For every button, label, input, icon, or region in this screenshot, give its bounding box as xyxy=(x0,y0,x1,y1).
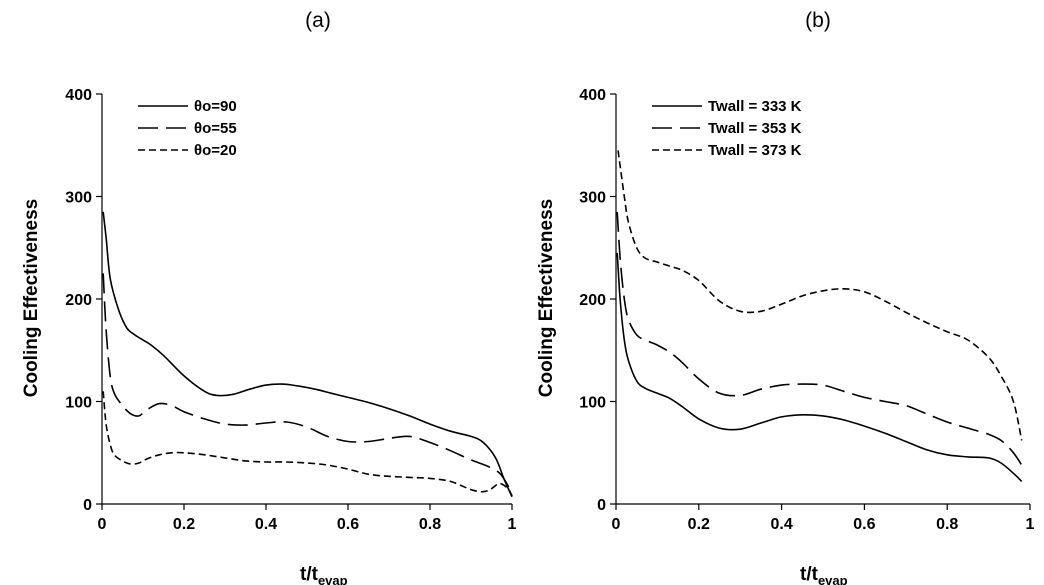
y-tick-label-b: 300 xyxy=(579,190,606,207)
legend-label-b-2: Twall = 353 K xyxy=(708,120,802,137)
legend-label-b-3: Twall = 373 K xyxy=(708,142,802,159)
y-axis-title-b-text: Cooling Effectiveness xyxy=(536,199,557,398)
legend-label-a-2: θo=55 xyxy=(194,120,237,137)
x-tick-label-b: 0.4 xyxy=(770,516,792,533)
chart-panel-a: (a) Cooling Effectiveness t/tevap 0 100 20… xyxy=(21,9,517,585)
legend-label-a-1: θo=90 xyxy=(194,98,237,115)
panel-label-b: (b) xyxy=(805,9,831,32)
panel-label-a: (a) xyxy=(305,9,331,32)
series-line-b-3 xyxy=(617,150,1023,441)
series-line-b-1 xyxy=(616,252,1023,482)
y-tick-label-b: 100 xyxy=(579,395,606,412)
y-tick-label-a: 100 xyxy=(65,395,92,412)
y-tick-label-a: 200 xyxy=(65,292,92,309)
y-tick-label-a: 400 xyxy=(65,87,92,104)
chart-panel-b: (b) Cooling Effectiveness t/tevap 0 100 20… xyxy=(536,9,1035,585)
series-line-b-2 xyxy=(616,211,1023,466)
y-axis-title-a-text: Cooling Effectiveness xyxy=(21,199,42,398)
y-tick-label-a: 300 xyxy=(65,190,92,207)
x-tick-label-b: 0.8 xyxy=(936,516,958,533)
legend-label-a-3: θo=20 xyxy=(194,142,237,159)
legend-label-b-1: Twall = 333 K xyxy=(708,98,802,115)
x-tick-label-b: 0 xyxy=(612,516,621,533)
series-line-a-3 xyxy=(102,391,513,497)
series-line-a-1 xyxy=(102,211,513,498)
x-axis-title-b: t/tevap xyxy=(800,564,848,585)
x-tick-label-a: 0 xyxy=(98,516,107,533)
x-tick-label-a: 0.2 xyxy=(173,516,195,533)
y-tick-label-b: 200 xyxy=(579,292,606,309)
x-tick-label-b: 0.6 xyxy=(853,516,875,533)
x-tick-label-b: 0.2 xyxy=(688,516,710,533)
y-tick-label-b: 0 xyxy=(597,497,606,514)
y-tick-label-a: 0 xyxy=(83,497,92,514)
x-tick-label-a: 1 xyxy=(508,516,517,533)
x-tick-label-a: 0.8 xyxy=(419,516,441,533)
x-axis-title-a: t/tevap xyxy=(300,564,348,585)
x-tick-label-b: 1 xyxy=(1026,516,1035,533)
series-line-a-2 xyxy=(102,273,513,497)
y-axis-title-a: Cooling Effectiveness xyxy=(21,199,42,398)
x-tick-label-a: 0.6 xyxy=(337,516,359,533)
x-tick-label-a: 0.4 xyxy=(255,516,277,533)
y-axis-title-b: Cooling Effectiveness xyxy=(536,199,557,398)
y-tick-label-b: 400 xyxy=(579,87,606,104)
